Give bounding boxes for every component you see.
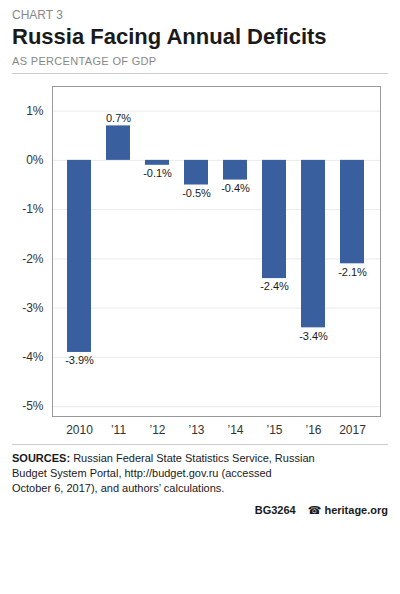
svg-text:1%: 1% [26,104,44,118]
html-text:CHART 3: CHART 3 [12,8,63,22]
svg-text:-2.4%: -2.4% [260,281,289,293]
svg-text:-2.1%: -2.1% [338,266,367,278]
svg-text:’11: ’11 [111,423,126,437]
svg-text:’14: ’14 [227,423,243,437]
svg-text:-3.4%: -3.4% [299,330,328,342]
svg-text:’13: ’13 [188,423,204,437]
svg-text:-4%: -4% [22,351,44,365]
svg-text:-2%: -2% [22,252,44,266]
svg-text:-0.5%: -0.5% [182,187,211,199]
svg-text:-3.9%: -3.9% [65,355,94,367]
svg-text:’12: ’12 [149,423,165,437]
svg-text:0.7%: 0.7% [106,112,131,124]
svg-text:-5%: -5% [22,400,44,414]
html-text:SOURCES: Russian Federal State: SOURCES: Russian Federal State Statistic… [12,452,315,465]
html-text:Budget System Portal, http://b: Budget System Portal, http://budget.gov.… [12,467,272,480]
svg-text:-1%: -1% [22,203,44,217]
html-text:BG3264: BG3264 [254,503,296,516]
svg-text:2010: 2010 [66,423,93,437]
svg-text:0%: 0% [26,154,44,168]
svg-text:’16: ’16 [305,423,321,437]
svg-text:-0.1%: -0.1% [143,167,172,179]
html-text:October 6, 2017), and authors’: October 6, 2017), and authors’ calculati… [12,482,225,494]
svg-text:-3%: -3% [22,301,44,315]
svg-text:-0.4%: -0.4% [221,182,250,194]
html-text:☎ heritage.org: ☎ heritage.org [307,503,388,516]
html-text:AS PERCENTAGE OF GDP: AS PERCENTAGE OF GDP [12,55,157,68]
svg-text:2017: 2017 [339,423,366,437]
html-text:Russia Facing Annual Deficits: Russia Facing Annual Deficits [12,24,327,49]
svg-text:’15: ’15 [266,423,282,437]
